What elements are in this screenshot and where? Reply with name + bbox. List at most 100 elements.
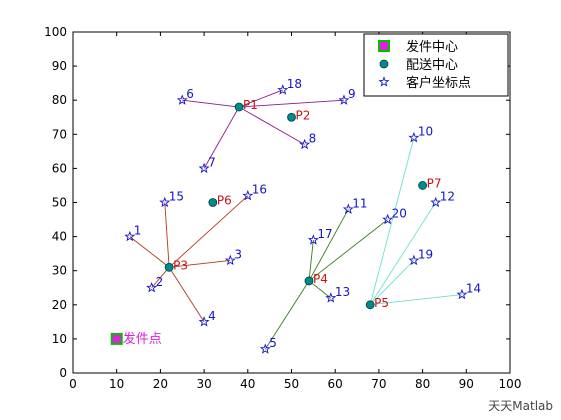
customer-label: 11	[352, 196, 367, 210]
y-tick-label: 90	[52, 59, 67, 73]
customer-marker	[146, 281, 158, 293]
route-line	[308, 209, 349, 282]
x-tick-label: 100	[499, 377, 522, 391]
x-tick-label: 90	[459, 377, 474, 391]
x-tick-label: 40	[240, 377, 255, 391]
customer-label: 6	[186, 87, 194, 101]
center-label: P4	[313, 272, 328, 286]
customer-label: 10	[418, 125, 433, 139]
center-marker	[304, 276, 314, 286]
customer-label: 16	[252, 183, 267, 197]
center-label: P3	[173, 258, 188, 272]
center-marker	[418, 181, 428, 190]
center-marker	[164, 262, 174, 272]
customer-marker	[325, 292, 337, 303]
x-tick-label: 0	[69, 377, 77, 391]
customer-marker	[198, 316, 210, 327]
route-line	[238, 106, 305, 145]
route-line	[129, 236, 170, 268]
customer-label: 20	[392, 207, 407, 221]
center-label: P1	[243, 98, 258, 112]
route-line	[239, 99, 344, 108]
y-tick-label: 10	[52, 332, 67, 346]
customer-label: 17	[317, 227, 332, 241]
hub-label: 发件点	[123, 331, 162, 347]
customer-label: 15	[169, 190, 184, 204]
customer-marker	[408, 254, 420, 266]
customer-label: 1	[134, 224, 142, 238]
center-label: P2	[296, 108, 311, 122]
customer-label: 19	[418, 247, 433, 261]
y-tick-label: 20	[52, 298, 67, 312]
route-line	[308, 239, 314, 281]
customer-marker	[307, 234, 319, 245]
customer-marker	[198, 162, 210, 174]
y-tick-label: 60	[52, 161, 67, 175]
customer-label: 12	[440, 190, 455, 204]
route-line	[238, 89, 283, 108]
route-line	[308, 219, 388, 282]
customer-marker	[456, 288, 468, 300]
center-marker	[234, 102, 244, 112]
legend-hub-marker	[378, 40, 390, 52]
route-line	[164, 202, 170, 268]
route-line	[369, 260, 415, 306]
customer-marker	[430, 196, 442, 208]
route-line	[369, 137, 415, 305]
y-tick-label: 0	[59, 366, 67, 380]
customer-marker	[382, 213, 394, 225]
route-line	[182, 99, 240, 108]
center-marker	[287, 112, 296, 122]
customer-marker	[299, 138, 311, 150]
legend-center-marker	[379, 59, 389, 69]
customer-marker	[259, 343, 271, 354]
customer-label: 14	[466, 282, 481, 296]
hub-marker	[110, 332, 123, 345]
customer-label: 3	[234, 247, 242, 261]
route-line	[369, 202, 437, 306]
data-points	[110, 84, 468, 354]
center-label: P7	[427, 176, 442, 190]
center-marker	[208, 198, 218, 207]
legend-customer-marker	[378, 76, 390, 87]
center-marker	[365, 300, 375, 310]
x-tick-label: 70	[371, 377, 386, 391]
x-tick-label: 60	[328, 377, 343, 391]
x-tick-label: 80	[415, 377, 430, 391]
x-tick-label: 50	[284, 377, 299, 391]
legend-label: 配送中心	[406, 58, 458, 73]
x-tick-label: 20	[153, 377, 168, 391]
customer-marker	[338, 94, 350, 105]
route-line	[168, 267, 205, 323]
watermark-text: 天天Matlab	[488, 399, 553, 413]
y-tick-label: 100	[44, 25, 67, 39]
legend-label: 发件中心	[406, 39, 458, 55]
legend-label: 客户坐标点	[406, 75, 471, 91]
y-tick-label: 30	[52, 264, 67, 278]
route-line	[370, 294, 462, 306]
y-tick-label: 80	[52, 93, 67, 107]
customer-marker	[277, 84, 289, 95]
customer-label: 8	[309, 132, 317, 146]
center-label: P6	[217, 194, 232, 208]
customer-marker	[408, 131, 420, 143]
customer-marker	[242, 189, 254, 201]
customer-label: 9	[348, 87, 356, 101]
customer-marker	[224, 254, 236, 266]
route-line	[264, 280, 310, 350]
customer-label: 18	[287, 77, 302, 91]
customer-label: 4	[208, 309, 216, 323]
customer-label: 2	[156, 275, 164, 289]
route-line	[203, 106, 240, 169]
route-line	[151, 266, 170, 289]
y-tick-label: 40	[52, 230, 67, 244]
customer-label: 5	[269, 336, 277, 350]
y-tick-label: 70	[52, 127, 67, 141]
route-line	[308, 280, 332, 299]
x-tick-label: 30	[196, 377, 211, 391]
customer-marker	[176, 94, 188, 105]
assignment-lines	[129, 89, 462, 350]
